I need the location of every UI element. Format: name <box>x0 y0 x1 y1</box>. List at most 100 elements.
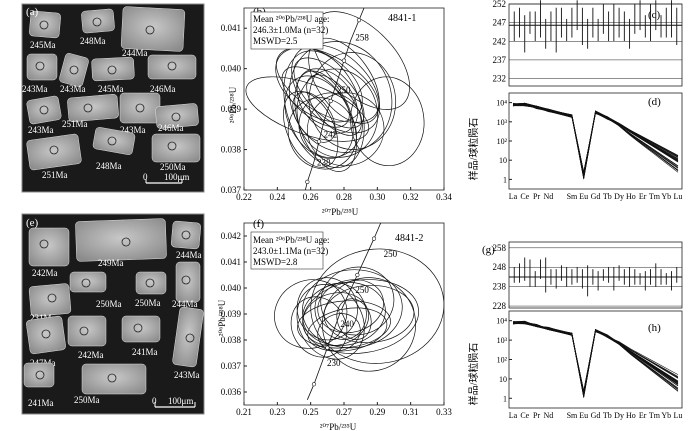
scale-zero-a: 0 <box>143 172 148 182</box>
cl-e-age-label: 244Ma <box>172 299 198 309</box>
chart-f-error-ellipse <box>290 296 348 358</box>
chart-d-xtick-label: Gd <box>591 192 601 201</box>
panel-label-h: (h) <box>648 322 661 334</box>
cl-e-spot <box>81 278 91 288</box>
cl-a-grain <box>147 54 197 80</box>
cl-a-spot <box>171 112 181 122</box>
chart-f-error-ellipse <box>296 284 365 360</box>
chart-d-ytick-label: 1 <box>503 175 507 184</box>
chart-f-plot-area <box>274 223 444 400</box>
cl-a-grain <box>26 53 58 81</box>
chart-d-ree-pattern <box>512 104 679 179</box>
chart-g-ytick-label: 228 <box>493 301 507 311</box>
chart-b-concordia-marker <box>341 58 347 63</box>
cl-e-age-label: 249Ma <box>98 258 124 268</box>
chart-b-concordia-age: 258 <box>355 32 369 42</box>
cl-e-spot <box>39 239 49 249</box>
ylabel-f: ²⁰⁶Pb/²³⁸U <box>217 299 227 336</box>
cl-a-grain <box>155 103 199 129</box>
chart-c-ytick-label: 232 <box>493 74 507 84</box>
cl-e-spot <box>107 373 117 383</box>
cl-e-spot <box>181 230 191 240</box>
cl-a-spot <box>167 141 177 151</box>
cl-e-age-label: 231Ma <box>30 313 56 323</box>
chart-h-ytick-label: 1 <box>503 394 507 403</box>
chart-b-xtick-label: 0.32 <box>403 192 419 202</box>
cl-e-age-label: 250Ma <box>74 395 100 405</box>
panel-label-a: (a) <box>26 6 39 18</box>
chart-f-concordia-marker <box>325 345 330 350</box>
ylabel-h: 样品/球粒陨石 <box>467 343 480 406</box>
chart-g-ytick-label: 258 <box>493 243 507 253</box>
chart-d-xtick-label: Dy <box>614 192 624 201</box>
cl-e-age-label: 243Ma <box>174 370 200 380</box>
chart-d-xtick-label: Tm <box>649 192 661 201</box>
cl-a-age-label: 246Ma <box>150 84 176 94</box>
chart-f-concordia-age: 250 <box>355 285 369 295</box>
scale-label-e: 100μm <box>168 396 193 406</box>
cl-a-age-label: 251Ma <box>62 119 88 129</box>
chart-d-ree-pattern <box>512 104 679 175</box>
chart-b-concordia-age: 250 <box>337 85 351 95</box>
chart-g-ytick-label: 248 <box>493 262 507 272</box>
chart-f-xtick-label: 0.21 <box>236 407 252 417</box>
chart-b-error-ellipse <box>293 57 365 129</box>
chart-d-ree-pattern <box>512 102 679 176</box>
sample-b: 4841-1 <box>388 13 416 24</box>
cl-a-spot <box>167 61 177 71</box>
cl-a-spot <box>39 105 49 115</box>
chart-f-xtick-label: 0.27 <box>336 407 352 417</box>
cl-e-grain <box>135 271 167 295</box>
chart-d-ree-pattern <box>512 104 679 176</box>
chart-f-error-ellipse <box>274 279 348 349</box>
mean-line2-b: 246.3±1.0Ma (n=32) <box>253 25 328 35</box>
cl-e-spot <box>185 333 195 343</box>
chart-c-ytick-label: 247 <box>493 18 507 28</box>
chart-f-concordia-marker <box>338 309 343 314</box>
cl-a-spot <box>92 17 102 27</box>
chart-h-xtick-label: Yb <box>661 411 671 420</box>
chart-h-ytick-label: 10 <box>499 375 507 384</box>
cl-e-grain <box>26 315 66 355</box>
chart-f-error-ellipse <box>314 283 367 340</box>
chart-b-error-ellipse <box>308 52 397 150</box>
cl-a-grain <box>26 133 82 171</box>
chart-b-ytick-label: 0.038 <box>221 145 242 155</box>
cl-a-age-label: 245Ma <box>30 40 56 50</box>
cl-a-spot <box>135 103 145 113</box>
chart-d-xtick-label: Sm <box>567 192 578 201</box>
xlabel-f: ²⁰⁷Pb/²³⁵U <box>320 422 357 431</box>
cl-e-spot <box>79 326 89 336</box>
mean-line1-b: Mean ²⁰⁶Pb/²³⁸U age: <box>253 14 329 24</box>
cl-a-grain <box>59 53 89 87</box>
cl-a-age-label: 243Ma <box>28 125 54 135</box>
chart-b-error-ellipse <box>306 74 362 136</box>
chart-b-concordia-marker <box>305 179 310 185</box>
cl-a-age-label: 243Ma <box>60 84 86 94</box>
cl-e-spot <box>47 293 57 303</box>
chart-b-error-ellipse <box>281 66 350 128</box>
ylabel-b: ²⁰⁶Pb/²³⁸U <box>228 86 238 123</box>
cl-e-age-label: 250Ma <box>135 298 161 308</box>
chart-h-xtick-label: Er <box>639 411 647 420</box>
chart-f-ytick-label: 0.038 <box>221 335 242 345</box>
cl-e-spot <box>35 370 45 380</box>
chart-f-error-ellipse <box>320 266 395 336</box>
chart-b-xtick-label: 0.26 <box>303 192 319 202</box>
scale-bar-a: 0 100μm <box>143 172 189 184</box>
mean-box-f: Mean ²⁰⁶Pb/²³⁸U age: 243.0±1.1Ma (n=32) … <box>250 231 329 270</box>
cl-e-spot <box>121 237 131 247</box>
chart-f-concordia-age: 230 <box>327 358 341 368</box>
chart-f-error-ellipse <box>317 313 361 352</box>
chart-h-xtick-label: Tb <box>603 411 612 420</box>
chart-d-xtick-label: Eu <box>579 192 588 201</box>
cl-a-spot <box>107 136 117 146</box>
cl-e-grain <box>28 283 72 317</box>
chart-b-xtick-label: 0.22 <box>236 192 252 202</box>
chart-b-ytick-label: 0.040 <box>221 64 242 74</box>
chart-f-xtick-label: 0.31 <box>403 407 419 417</box>
cl-a-grain <box>120 6 186 52</box>
chart-h-xtick-label: Nd <box>543 411 553 420</box>
chart-d-xtick-label: Er <box>639 192 647 201</box>
cl-e-grain <box>28 227 70 267</box>
